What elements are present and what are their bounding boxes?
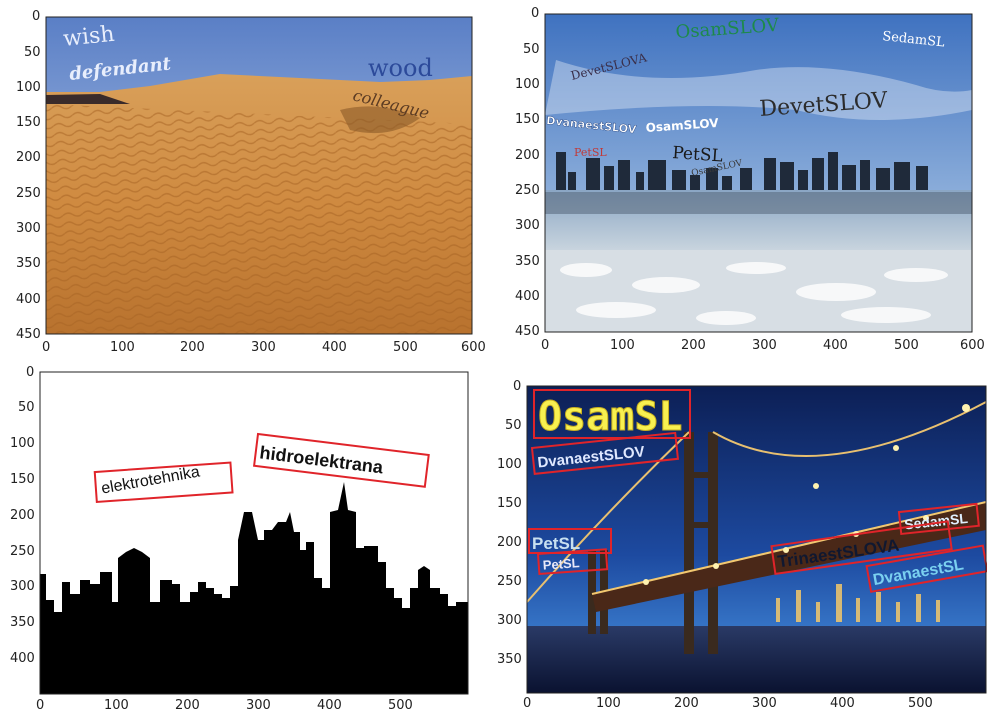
y-tick: 200 [515,148,540,163]
y-tick: 150 [10,472,35,487]
x-tick: 100 [110,340,135,355]
bridge-word: SedamSL [903,510,969,533]
x-tick: 200 [674,696,699,711]
x-tick: 300 [246,698,271,713]
y-tick: 250 [497,574,522,589]
bridge-word: PetSL [542,555,580,573]
x-tick: 300 [752,338,777,353]
x-tick: 100 [610,338,635,353]
city-word: OsamSLOV [645,116,719,135]
y-tick: 150 [515,112,540,127]
x-tick: 200 [180,340,205,355]
y-tick: 50 [18,400,35,415]
y-tick: 0 [531,6,540,21]
y-tick: 250 [515,183,540,198]
y-tick: 450 [515,324,540,339]
y-tick: 200 [497,535,522,550]
x-tick: 0 [523,696,532,711]
y-tick: 350 [10,615,35,630]
bridge-panel: OsamSL DvanaestSLOV PetSL PetSL SedamSL … [496,362,987,713]
city-skyline [556,152,928,192]
city-plot: OsamSLOV SedamSL DevetSLOVA DevetSLOV Dv… [544,13,973,333]
word-box: PetSL [536,548,609,576]
y-tick: 350 [16,256,41,271]
y-tick: 400 [16,292,41,307]
y-tick: 300 [16,221,41,236]
silhouette-panel: elektrotehnika hidroelektrana 0 100 200 … [0,362,490,713]
word-box: OsamSL [533,389,691,441]
x-tick: 200 [175,698,200,713]
city-word: PetSL [672,143,724,166]
x-tick: 300 [752,696,777,711]
bridge-word: OsamSL [538,394,683,440]
x-tick: 0 [42,340,51,355]
y-tick: 300 [10,579,35,594]
y-tick: 0 [26,365,35,380]
y-tick: 200 [10,508,35,523]
y-tick: 350 [515,254,540,269]
y-tick: 300 [515,218,540,233]
x-tick: 200 [681,338,706,353]
bridge-plot: OsamSL DvanaestSLOV PetSL PetSL SedamSL … [526,385,987,694]
y-tick: 100 [10,436,35,451]
city-panel: OsamSLOV SedamSL DevetSLOVA DevetSLOV Dv… [496,0,987,360]
y-tick: 0 [32,9,41,24]
bridge-word: PetSL [532,534,580,553]
y-tick: 200 [16,150,41,165]
desert-plot: wish defendant wood colleague [45,16,473,335]
x-tick: 400 [322,340,347,355]
x-tick: 100 [596,696,621,711]
x-tick: 300 [251,340,276,355]
y-tick: 250 [16,186,41,201]
desert-panel: wish defendant wood colleague 0 100 200 … [0,0,490,360]
desert-word: wish [62,22,116,52]
x-tick: 500 [388,698,413,713]
y-tick: 100 [497,457,522,472]
y-tick: 350 [497,652,522,667]
x-tick: 600 [461,340,486,355]
y-tick: 400 [10,651,35,666]
y-tick: 300 [497,613,522,628]
x-tick: 500 [393,340,418,355]
x-tick: 400 [317,698,342,713]
desert-word: wood [368,54,433,82]
y-tick: 150 [16,115,41,130]
city-word: PetSL [574,146,607,159]
y-tick: 50 [523,42,540,57]
y-tick: 400 [515,289,540,304]
x-tick: 600 [960,338,985,353]
x-tick: 400 [830,696,855,711]
x-tick: 400 [823,338,848,353]
city-word: SedamSL [882,29,946,50]
y-tick: 50 [505,418,522,433]
silhouette-plot: elektrotehnika hidroelektrana [39,371,469,695]
skyline-silhouette [40,482,468,694]
y-tick: 0 [513,379,522,394]
x-tick: 0 [36,698,45,713]
y-tick: 450 [16,327,41,342]
y-tick: 150 [497,496,522,511]
x-tick: 500 [894,338,919,353]
y-tick: 250 [10,544,35,559]
y-tick: 50 [24,45,41,60]
word-box: PetSL [528,528,612,554]
y-tick: 100 [16,80,41,95]
x-tick: 0 [541,338,550,353]
x-tick: 100 [104,698,129,713]
word-box: SedamSL [897,502,980,536]
x-tick: 500 [908,696,933,711]
y-tick: 100 [515,77,540,92]
